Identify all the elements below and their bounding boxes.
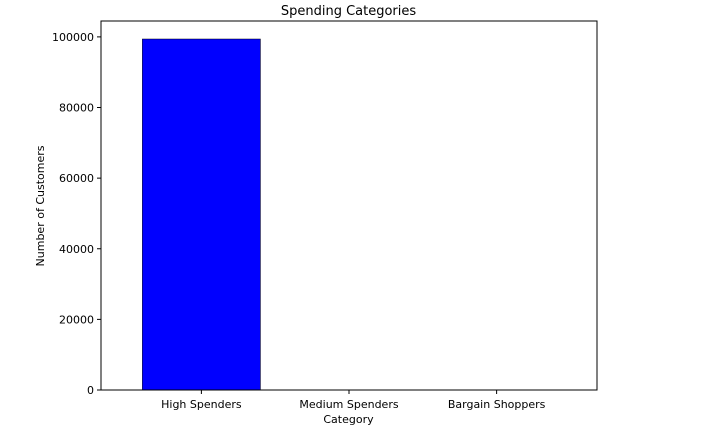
y-axis: 0 20000 40000 60000 80000 100000	[52, 31, 101, 397]
y-tick-label: 80000	[59, 102, 94, 115]
x-tick-label: Bargain Shoppers	[448, 398, 546, 411]
x-axis: High Spenders Medium Spenders Bargain Shop…	[161, 390, 546, 411]
y-tick-label: 40000	[59, 243, 94, 256]
bars-group	[142, 38, 261, 391]
y-tick-label: 0	[87, 384, 94, 397]
y-tick-label: 20000	[59, 313, 94, 326]
x-axis-label: Category	[323, 413, 374, 426]
x-tick-label: High Spenders	[161, 398, 242, 411]
y-axis-label: Number of Customers	[34, 145, 47, 266]
y-tick-label: 100000	[52, 31, 94, 44]
bar-high-spenders	[142, 38, 261, 391]
x-tick-label: Medium Spenders	[299, 398, 398, 411]
chart-title: Spending Categories	[281, 4, 417, 19]
y-tick-label: 60000	[59, 172, 94, 185]
